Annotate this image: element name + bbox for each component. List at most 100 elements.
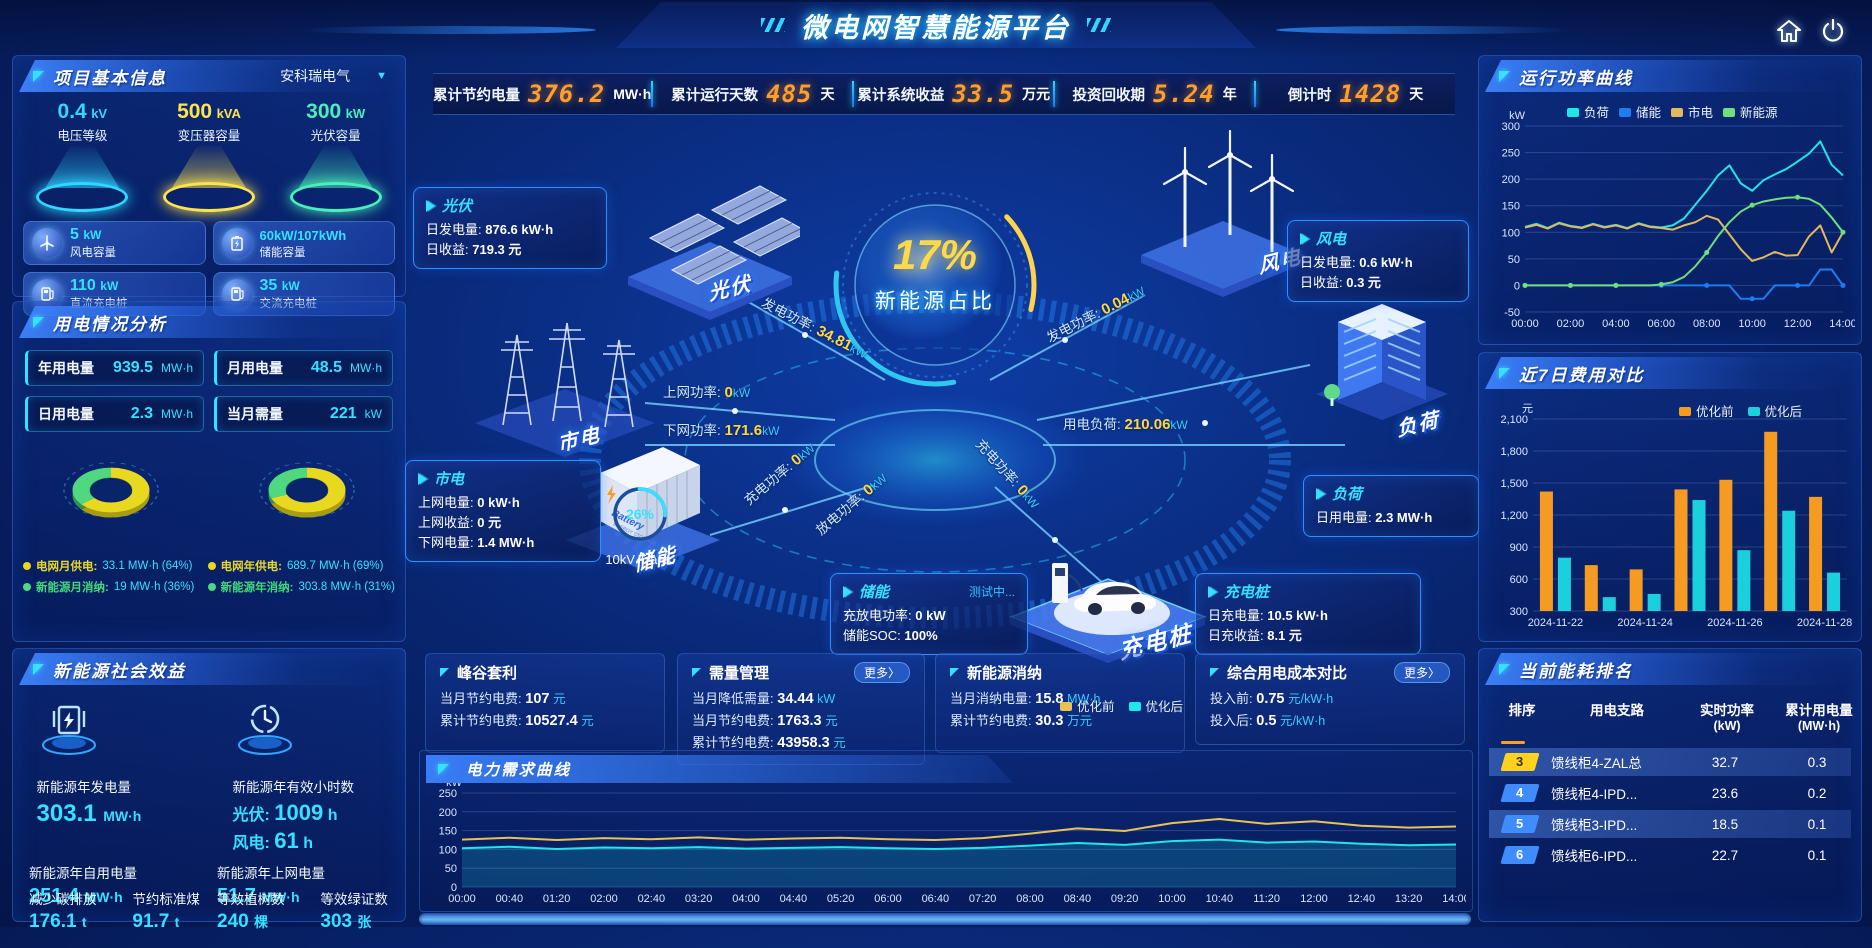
legend-swatch	[1679, 407, 1691, 416]
benefit-self-use: 新能源年自用电量 251.4 MW·h	[29, 862, 217, 908]
usage-donuts	[13, 432, 405, 556]
svg-text:12:40: 12:40	[1348, 893, 1376, 905]
divider	[1254, 81, 1257, 107]
svg-text:200: 200	[1502, 174, 1520, 186]
row-value: 34.44	[777, 691, 814, 707]
kpi-label: 累计节约电量	[433, 87, 520, 104]
branch-name: 馈线柜4-ZAL总	[1551, 756, 1642, 771]
legend-item-storage[interactable]: 储能	[1619, 102, 1661, 121]
panel-corner-icon	[33, 70, 44, 82]
row-unit: MW·h	[1067, 692, 1101, 706]
svg-text:14:00: 14:00	[1829, 318, 1855, 330]
chevron-right-icon	[1316, 487, 1325, 500]
company-selector[interactable]: 安科瑞电气 ▼	[280, 66, 387, 86]
stat-unit: MW·h	[350, 361, 382, 375]
energy-flow-stage: 累计节约电量 376.2 MW·h 累计运行天数 485 天 累计系统收益 33.5 万元 …	[405, 55, 1479, 925]
more-button[interactable]: 更多〉	[853, 662, 910, 683]
card-title: 峰谷套利	[457, 665, 518, 682]
legend-dot	[23, 583, 31, 591]
cone-label: 光伏容量	[310, 129, 361, 143]
benefit-unit: t	[81, 914, 87, 930]
legend-item-after[interactable]: 优化后	[1747, 401, 1803, 420]
svg-text:08:00: 08:00	[1693, 318, 1721, 330]
panel-corner-icon	[1499, 663, 1510, 675]
fee-panel-header: 近7日费用对比	[1485, 357, 1855, 389]
table-row: 5 馈线柜3-IPD... 18.5 0.1	[1489, 810, 1851, 838]
benefit-panel-title: 新能源社会效益	[53, 661, 186, 681]
benefit-value: 91.7	[132, 911, 170, 932]
tip-label: 上网电量:	[418, 495, 474, 510]
benefit-label: 等效植树数	[217, 892, 285, 907]
legend-label: 优化前	[1696, 405, 1734, 419]
kpi-payback: 投资回收期 5.24 年	[1055, 80, 1254, 108]
power-button[interactable]	[1816, 14, 1850, 48]
svg-text:元: 元	[1522, 403, 1533, 415]
svg-text:10:40: 10:40	[1206, 893, 1234, 905]
svg-text:07:20: 07:20	[969, 893, 997, 905]
benefit-value: 303.1	[36, 800, 97, 827]
legend-item-before[interactable]: 优化前	[1679, 401, 1734, 420]
legend-swatch	[1671, 108, 1684, 117]
home-button[interactable]	[1772, 14, 1806, 48]
kpi-value: 5.24	[1153, 80, 1215, 108]
tip-value: 100%	[904, 628, 938, 643]
legend-swatch	[1128, 702, 1141, 711]
kpi-stats-bar: 累计节约电量 376.2 MW·h 累计运行天数 485 天 累计系统收益 33.5 万元 …	[433, 73, 1455, 115]
legend-label: 新能源	[1740, 106, 1778, 120]
svg-text:2024-11-26: 2024-11-26	[1707, 617, 1762, 629]
legend-swatch	[1723, 108, 1736, 117]
legend-label: 电网月供电:	[36, 561, 98, 573]
kpi-unit: 天	[820, 86, 835, 102]
rank-badge: 3	[1500, 753, 1540, 771]
tooltip-ev: 充电桩 日充电量: 10.5 kW·h 日充收益: 8.1 元	[1195, 573, 1421, 655]
time-range-slider[interactable]	[419, 913, 1471, 925]
legend-item-load[interactable]: 负荷	[1567, 102, 1609, 121]
gauge-ring: 26%	[613, 487, 667, 541]
kpi-label: 倒计时	[1287, 87, 1332, 104]
svg-text:06:00: 06:00	[874, 893, 902, 905]
tip-label: 储能SOC:	[843, 628, 901, 643]
row-value: 30.3	[1035, 713, 1064, 729]
benefit-unit: MW·h	[84, 889, 123, 905]
clock-icon	[237, 704, 292, 755]
stat-value: 48.5	[310, 359, 342, 376]
col-power: 实时功率 (kW)	[1700, 703, 1754, 733]
card-demand-mgmt: 需量管理 更多〉 当月降低需量: 34.44 kW 当月节约电费: 1763.3 …	[677, 653, 925, 765]
legend-label: 优化后	[1764, 405, 1803, 419]
renewable-share-hub: 17% 新能源占比	[825, 175, 1045, 395]
card-cost-compare: 综合用电成本对比 更多〉 投入前: 0.75 元/kW·h 投入后: 0.5 元/…	[1195, 653, 1465, 745]
demand-chart-legend: 优化前 优化后	[1060, 696, 1183, 715]
run-panel-title: 运行功率曲线	[1519, 68, 1633, 88]
tooltip-title: 储能	[859, 584, 890, 601]
tip-value: 8.1 元	[1267, 628, 1302, 643]
grid-towers-illustration	[475, 322, 655, 457]
node-load: 负荷	[1310, 270, 1455, 441]
legend-item-before[interactable]: 优化前	[1060, 696, 1115, 715]
benefit-unit: 张	[357, 914, 372, 930]
stat-label: 日用电量	[38, 406, 94, 422]
divider	[651, 81, 654, 107]
svg-text:2024-11-28: 2024-11-28	[1797, 617, 1852, 629]
more-button[interactable]: 更多〉	[1393, 662, 1450, 683]
legend-label: 负荷	[1584, 106, 1610, 120]
tooltip-storage: 储能 测试中... 充放电功率: 0 kW 储能SOC: 100%	[830, 573, 1028, 655]
legend-item-after[interactable]: 优化后	[1128, 696, 1183, 715]
power-value: 18.5	[1711, 816, 1739, 832]
svg-text:kW: kW	[1509, 110, 1526, 122]
pv-hours-label: 光伏:	[232, 807, 270, 824]
svg-text:00:00: 00:00	[1511, 318, 1539, 330]
legend-item-grid[interactable]: 市电	[1671, 102, 1713, 121]
panel-corner-icon	[1499, 367, 1510, 379]
svg-text:00:40: 00:40	[496, 893, 524, 905]
svg-text:150: 150	[439, 826, 457, 838]
tip-label: 日发电量:	[1300, 255, 1356, 270]
svg-text:02:40: 02:40	[638, 893, 666, 905]
benefit-value: 240	[217, 911, 249, 932]
project-panel-title: 项目基本信息	[53, 68, 167, 88]
chevron-right-icon	[843, 585, 852, 598]
donut-legends: 电网月供电: 33.1 MW·h (64%) 电网年供电: 689.7 MW·h (…	[13, 556, 405, 597]
flow-unit: kW	[732, 386, 751, 400]
row-label: 当月消纳电量:	[950, 691, 1032, 706]
battery-icon	[221, 228, 252, 258]
legend-item-renewable[interactable]: 新能源	[1723, 102, 1778, 121]
